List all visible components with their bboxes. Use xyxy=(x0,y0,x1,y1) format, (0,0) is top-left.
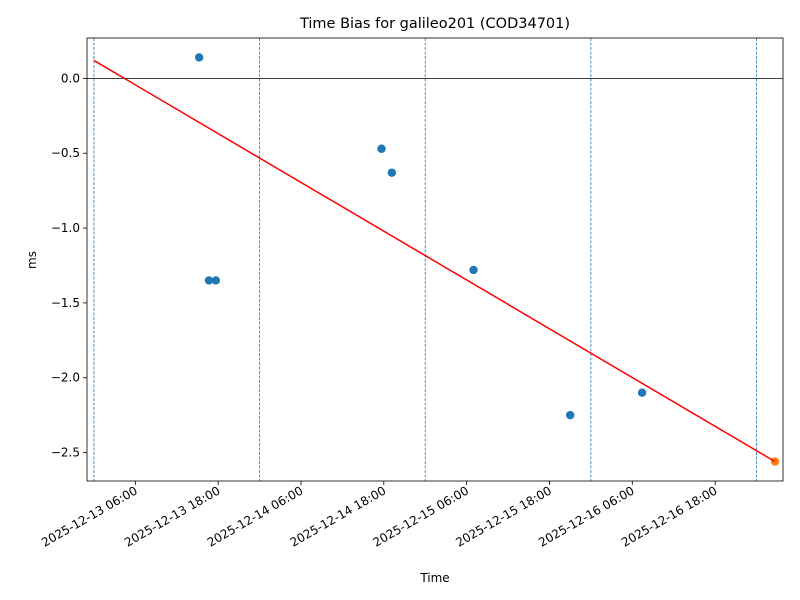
y-axis-label: ms xyxy=(25,251,39,269)
data-point xyxy=(204,276,214,285)
data-point xyxy=(211,276,221,285)
trend-line xyxy=(93,59,776,463)
data-point xyxy=(565,410,575,420)
data-point xyxy=(637,388,647,397)
y-tick-label: −0.5 xyxy=(51,146,80,160)
plot-frame xyxy=(86,37,784,482)
y-tick-label: −2.0 xyxy=(51,371,80,385)
y-tick-label: 0.0 xyxy=(61,71,80,85)
chart-title: Time Bias for galileo201 (COD34701) xyxy=(299,16,570,32)
y-tick-label: −2.5 xyxy=(51,446,80,460)
data-point xyxy=(377,144,386,153)
data-point xyxy=(469,265,478,275)
x-axis-label: Time xyxy=(419,571,449,585)
y-tick-label: −1.5 xyxy=(51,296,80,310)
y-tick-label: −1.0 xyxy=(51,221,80,235)
data-point xyxy=(387,168,397,177)
data-point xyxy=(194,53,204,62)
